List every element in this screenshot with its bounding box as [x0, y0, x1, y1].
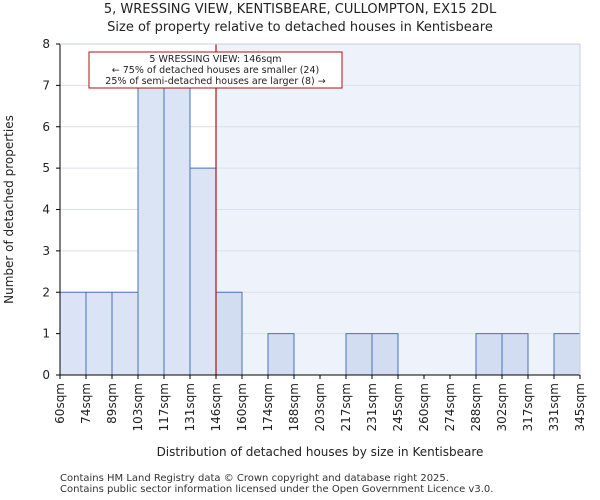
bar-131sqm [189, 167, 217, 376]
x-tick-label-188sqm: 188sqm [287, 383, 301, 431]
bar-117sqm [163, 84, 191, 376]
bar-60sqm [59, 291, 87, 376]
annotation-box [88, 51, 343, 89]
bar-174sqm [267, 333, 295, 376]
x-tick-label-146sqm: 146sqm [209, 383, 223, 431]
plot-area: 5 WRESSING VIEW: 146sqm← 75% of detached… [59, 43, 581, 376]
y-axis-title: Number of detached properties [2, 115, 16, 304]
annotation-line-1: 5 WRESSING VIEW: 146sqm [149, 54, 281, 65]
x-tick-label-302sqm: 302sqm [495, 383, 509, 431]
y-tick-label: 4 [42, 203, 50, 217]
footer: Contains HM Land Registry data © Crown c… [60, 473, 493, 495]
bar-74sqm [85, 291, 113, 376]
annotation-line-3: 25% of semi-detached houses are larger (… [105, 76, 325, 87]
x-tick-label-74sqm: 74sqm [79, 383, 93, 424]
bar-302sqm [501, 333, 529, 376]
axes: 0 1 2 3 4 5 6 7 8 60sqm 74sqm 89sqm 103sqm 117sqm 131s… [2, 37, 587, 459]
y-tick-label: 8 [42, 37, 50, 51]
bar-217sqm [345, 333, 373, 376]
y-tick-label: 2 [42, 285, 50, 299]
x-axis-title: Distribution of detached houses by size … [157, 445, 484, 459]
y-tick-label: 1 [42, 327, 50, 341]
x-tick-label-288sqm: 288sqm [469, 383, 483, 431]
y-tick-label: 7 [42, 78, 50, 92]
x-tick-label-217sqm: 217sqm [339, 383, 353, 431]
x-tick-label-174sqm: 174sqm [261, 383, 275, 431]
x-tick-label-274sqm: 274sqm [443, 383, 457, 431]
bar-89sqm [111, 291, 139, 376]
annotation-line-2: ← 75% of detached houses are smaller (24… [112, 65, 319, 76]
footer-line1: Contains HM Land Registry data © Crown c… [60, 473, 449, 484]
chart-subtitle: Size of property relative to detached ho… [107, 20, 493, 35]
x-tick-label-345sqm: 345sqm [573, 383, 587, 431]
chart-title-line1: 5, WRESSING VIEW, KENTISBEARE, CULLOMPTO… [103, 2, 497, 17]
bar-146sqm [215, 291, 243, 376]
bar-103sqm [137, 84, 165, 376]
footer-line2: Contains public sector information licen… [60, 484, 494, 495]
y-tick-label: 3 [42, 244, 50, 258]
y-tick-label: 0 [42, 368, 50, 382]
chart-title: 5, WRESSING VIEW, KENTISBEARE, CULLOMPTO… [0, 1, 600, 37]
y-tick-label: 6 [42, 120, 50, 134]
x-tick-label-231sqm: 231sqm [365, 383, 379, 431]
x-tick-label-331sqm: 331sqm [547, 383, 561, 431]
x-tick-label-89sqm: 89sqm [105, 383, 119, 424]
x-tick-label-103sqm: 103sqm [131, 383, 145, 431]
bar-231sqm [371, 333, 399, 376]
x-tick-label-245sqm: 245sqm [391, 383, 405, 431]
x-tick-label-203sqm: 203sqm [313, 383, 327, 431]
bar-288sqm [475, 333, 503, 376]
x-tick-label-131sqm: 131sqm [183, 383, 197, 431]
x-tick-label-60sqm: 60sqm [53, 383, 67, 424]
x-tick-label-117sqm: 117sqm [157, 383, 171, 431]
x-tick-label-317sqm: 317sqm [521, 383, 535, 431]
y-tick-label: 5 [42, 161, 50, 175]
bar-331sqm [553, 333, 581, 376]
x-tick-label-260sqm: 260sqm [417, 383, 431, 431]
x-tick-label-160sqm: 160sqm [235, 383, 249, 431]
